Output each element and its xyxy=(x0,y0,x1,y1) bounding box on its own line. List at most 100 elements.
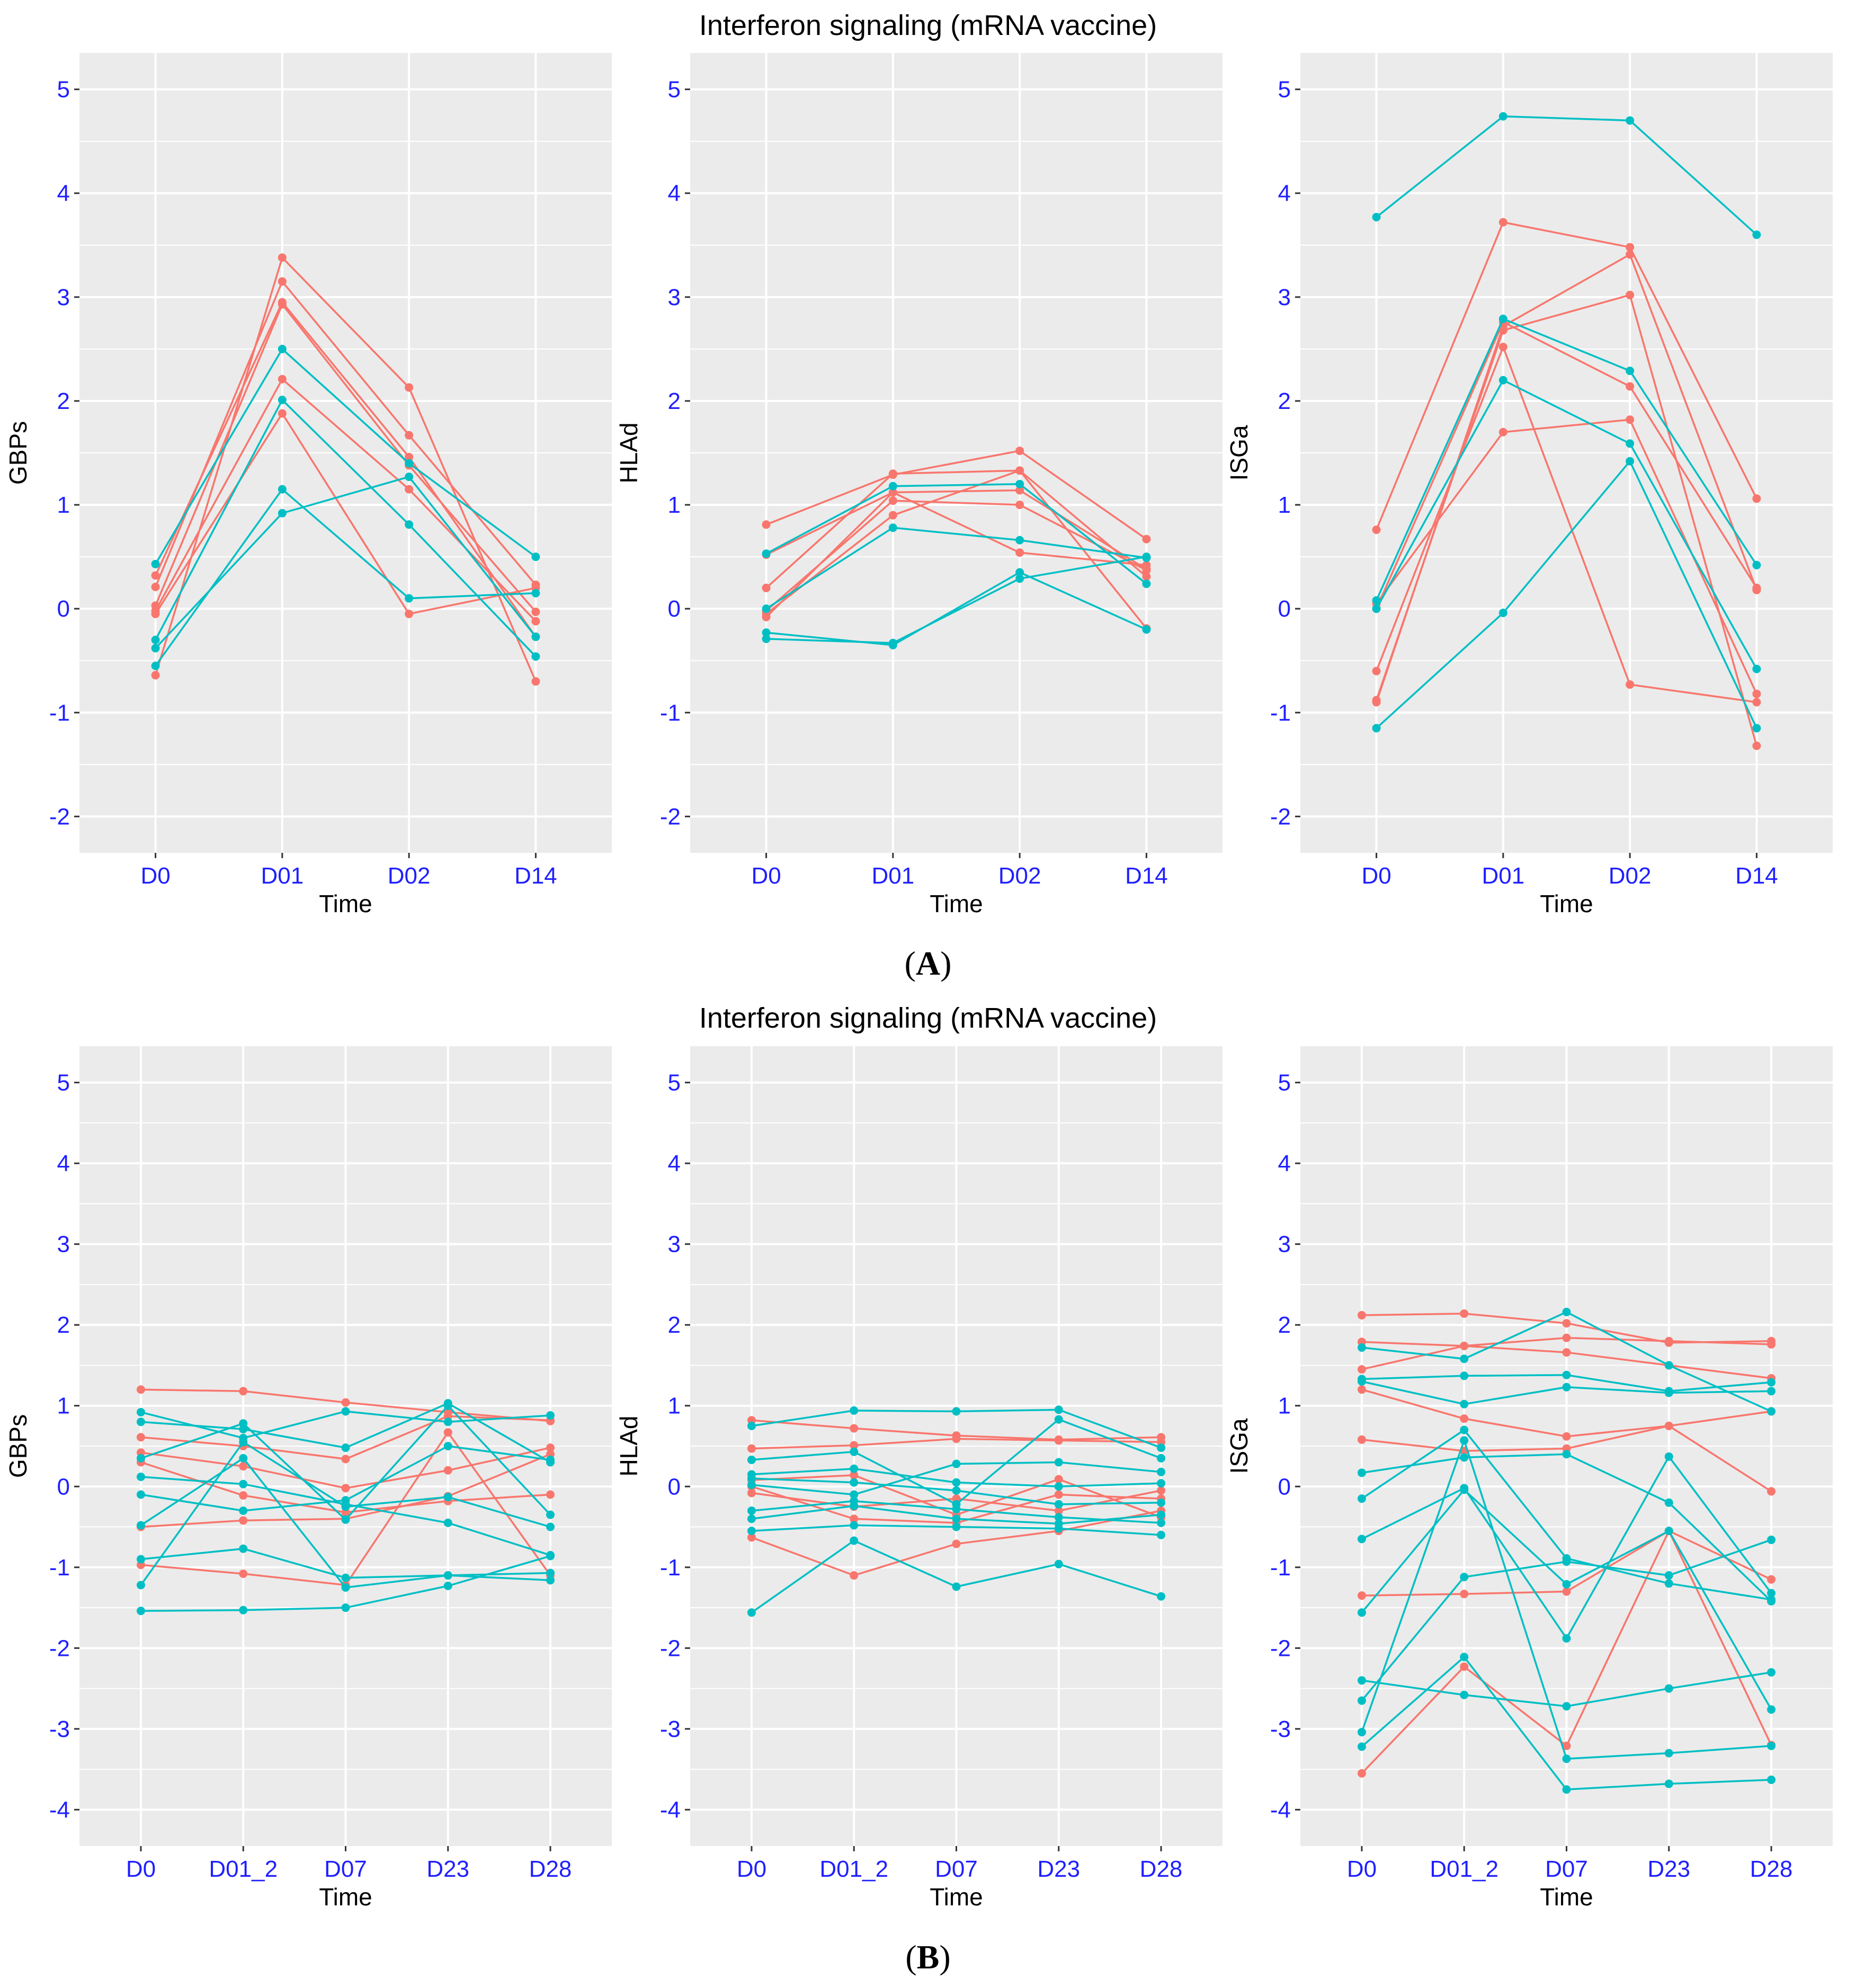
data-point xyxy=(1157,1592,1166,1601)
y-tick-label: 5 xyxy=(1278,1070,1291,1096)
y-tick-label: 3 xyxy=(668,1232,681,1258)
data-point xyxy=(1460,1425,1469,1434)
data-point xyxy=(762,604,771,613)
x-axis-title: Time xyxy=(1540,1883,1593,1911)
chart-a-gbps: -2 -1 0 1 2 3 4 5 D0 D01 D02 D14 Time GBPs xyxy=(4,53,612,917)
x-axis-title: Time xyxy=(319,890,372,917)
data-point xyxy=(1372,596,1381,605)
data-point xyxy=(443,1581,452,1590)
data-point xyxy=(1054,1524,1063,1533)
data-point xyxy=(850,1536,859,1545)
data-point xyxy=(1157,1498,1166,1507)
data-point xyxy=(1498,315,1507,324)
x-tick-label: D07 xyxy=(324,1856,367,1882)
data-point xyxy=(1562,1348,1571,1357)
data-point xyxy=(1664,1527,1673,1536)
x-tick-label: D01_2 xyxy=(819,1856,888,1882)
y-tick-label: 3 xyxy=(668,284,681,310)
data-point xyxy=(546,1510,555,1519)
data-point xyxy=(1357,1535,1366,1544)
data-point xyxy=(850,1441,859,1450)
data-point xyxy=(278,509,287,518)
data-point xyxy=(443,1442,452,1450)
data-point xyxy=(546,1522,555,1531)
data-point xyxy=(136,1490,145,1499)
data-point xyxy=(1767,1705,1776,1714)
data-point xyxy=(1460,1399,1469,1408)
data-point xyxy=(1498,609,1507,617)
data-point xyxy=(1357,1468,1366,1477)
data-point xyxy=(239,1569,248,1578)
data-point xyxy=(341,1515,350,1524)
x-axis-title: Time xyxy=(930,890,983,917)
data-point xyxy=(1372,666,1381,675)
data-point xyxy=(1357,1365,1366,1374)
data-point xyxy=(341,1455,350,1464)
data-point xyxy=(531,552,540,561)
y-tick-label: 4 xyxy=(668,1151,681,1176)
data-point xyxy=(1562,1370,1571,1379)
y-tick-label: 2 xyxy=(668,1312,681,1338)
data-point xyxy=(1142,580,1151,589)
data-point xyxy=(531,652,540,661)
x-tick-label: D14 xyxy=(1125,863,1168,889)
y-tick-label: -2 xyxy=(660,804,681,830)
panel-a-title: Interferon signaling (mRNA vaccine) xyxy=(699,10,1157,41)
x-axis-title: Time xyxy=(930,1883,983,1911)
data-point xyxy=(888,638,897,647)
data-point xyxy=(1752,230,1761,239)
data-point xyxy=(1626,457,1635,466)
x-axis-title: Time xyxy=(1540,890,1593,917)
series-line-7 xyxy=(765,483,1147,585)
data-point xyxy=(1157,1479,1166,1488)
data-point xyxy=(952,1504,961,1513)
y-tick-label: 4 xyxy=(1278,181,1291,207)
chart-a-isga: -2 -1 0 1 2 3 4 5 D0 D01 D02 D14 Time ISGa xyxy=(1225,53,1833,917)
data-point xyxy=(747,1481,756,1490)
y-tick-label: -1 xyxy=(1270,700,1291,726)
series-line-10 xyxy=(766,556,1147,644)
data-point xyxy=(850,1470,859,1479)
data-point xyxy=(1460,1662,1469,1671)
data-point xyxy=(1767,1387,1776,1396)
data-point xyxy=(762,635,771,644)
y-axis-title: GBPs xyxy=(4,421,32,485)
data-point xyxy=(405,520,414,529)
data-point xyxy=(1157,1486,1166,1495)
series-line-9 xyxy=(155,488,536,667)
x-tick-label: D28 xyxy=(1140,1856,1183,1882)
x-tick-label: D28 xyxy=(1750,1856,1793,1882)
data-point xyxy=(1015,466,1024,475)
data-point xyxy=(405,485,414,494)
data-point xyxy=(747,1444,756,1453)
data-point xyxy=(341,1443,350,1452)
data-point xyxy=(443,1401,452,1410)
data-point xyxy=(1767,1775,1776,1784)
data-point xyxy=(1626,382,1635,391)
data-point xyxy=(546,1443,555,1452)
data-point xyxy=(850,1447,859,1456)
y-tick-label: 1 xyxy=(668,492,681,518)
data-point xyxy=(888,488,897,497)
y-tick-label: -1 xyxy=(660,700,681,726)
y-tick-label: -2 xyxy=(1270,804,1291,830)
data-point xyxy=(1357,1696,1366,1705)
x-axis-title: Time xyxy=(319,1883,372,1911)
data-point xyxy=(239,1606,248,1615)
y-tick-label: 0 xyxy=(1278,1474,1291,1500)
data-point xyxy=(1157,1443,1166,1452)
y-tick-label: 3 xyxy=(1278,1232,1291,1258)
data-point xyxy=(531,608,540,617)
y-tick-label: -2 xyxy=(1270,1635,1291,1661)
data-point xyxy=(1767,1595,1776,1604)
x-tick-label: D14 xyxy=(514,863,557,889)
data-point xyxy=(239,1516,248,1525)
data-point xyxy=(1157,1518,1166,1527)
data-point xyxy=(531,589,540,598)
data-point xyxy=(239,1479,248,1488)
data-point xyxy=(850,1521,859,1530)
y-tick-label: -1 xyxy=(49,700,70,726)
chart-a-hlad: -2 -1 0 1 2 3 4 5 D0 D01 D02 D14 Time HLAd xyxy=(615,53,1223,917)
data-point xyxy=(1357,1742,1366,1751)
data-point xyxy=(405,609,414,618)
